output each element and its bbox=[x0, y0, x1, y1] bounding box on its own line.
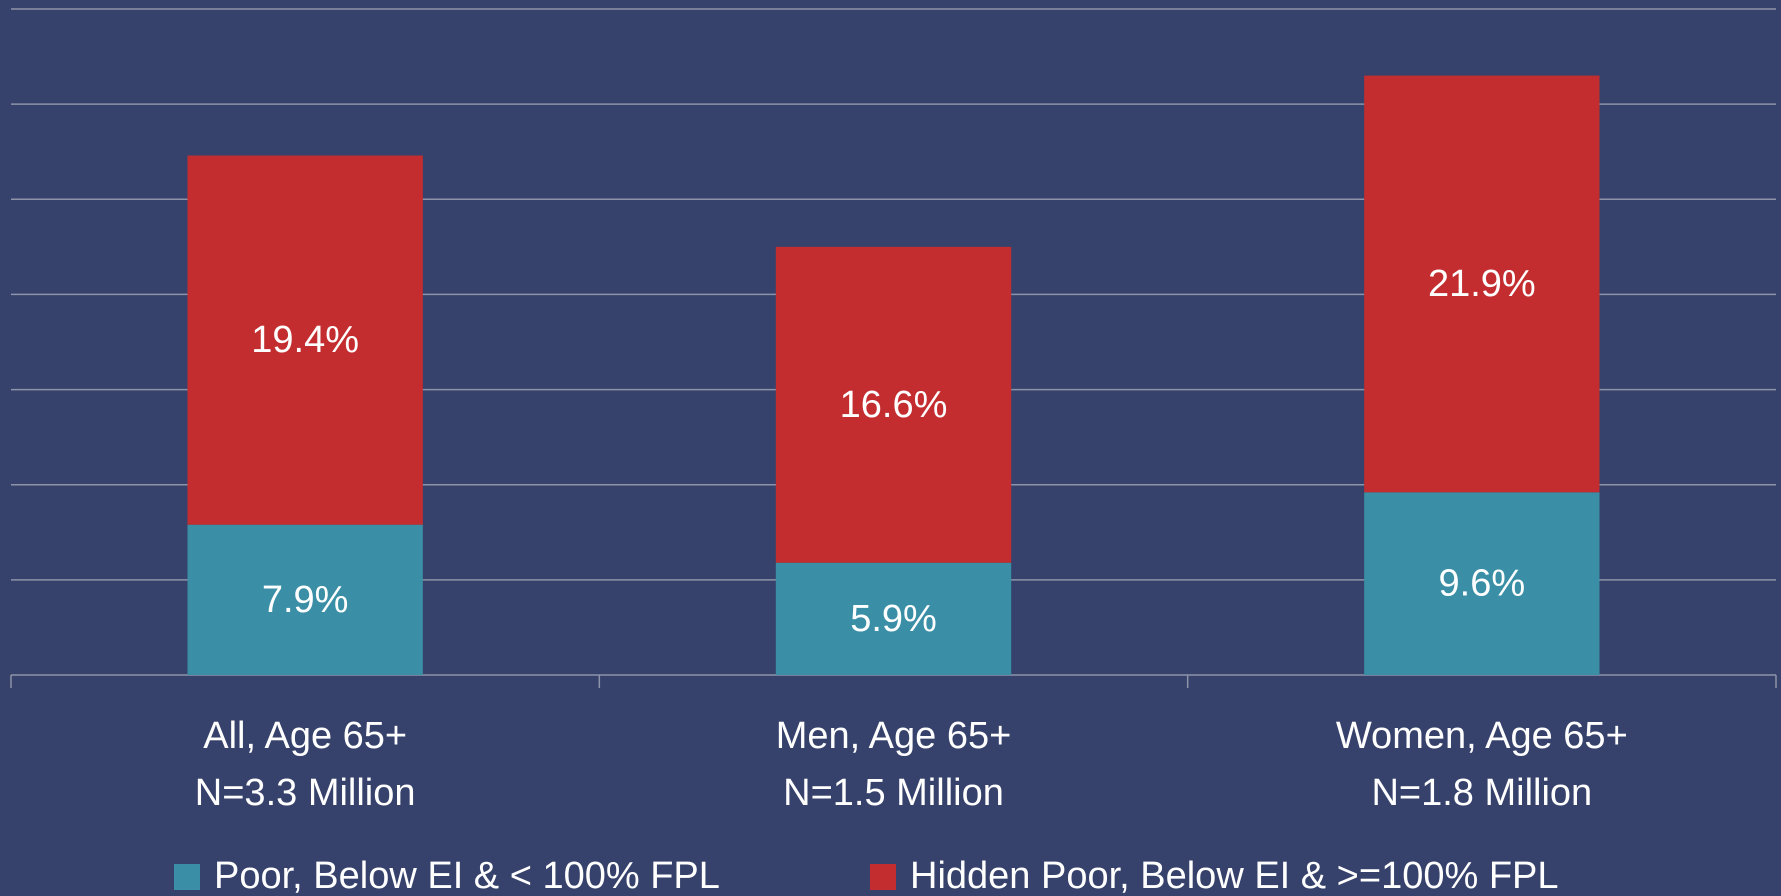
legend-swatch bbox=[870, 864, 896, 890]
x-tick-label: Women, Age 65+ bbox=[1336, 715, 1628, 757]
value-label: 9.6% bbox=[1439, 563, 1526, 605]
bar-segment bbox=[187, 155, 423, 525]
value-label: 16.6% bbox=[840, 384, 948, 426]
x-tick-label: N=1.8 Million bbox=[1371, 772, 1592, 814]
value-label: 7.9% bbox=[262, 579, 349, 621]
x-tick-label: All, Age 65+ bbox=[203, 715, 407, 757]
bar-segment bbox=[187, 524, 423, 675]
legend-label: Poor, Below EI & < 100% FPL bbox=[214, 855, 720, 896]
x-tick-label: N=1.5 Million bbox=[783, 772, 1004, 814]
bar-segment bbox=[1364, 75, 1600, 493]
bar-segment bbox=[1364, 492, 1600, 675]
x-tick-label: N=3.3 Million bbox=[195, 772, 416, 814]
legend-swatch bbox=[174, 864, 200, 890]
value-label: 5.9% bbox=[850, 598, 937, 640]
value-label: 21.9% bbox=[1428, 263, 1536, 305]
legend-label: Hidden Poor, Below EI & >=100% FPL bbox=[910, 855, 1559, 896]
value-label: 19.4% bbox=[251, 319, 359, 361]
x-tick-label: Men, Age 65+ bbox=[776, 715, 1012, 757]
bar-segment bbox=[775, 562, 1012, 675]
bar-segment bbox=[775, 246, 1012, 563]
